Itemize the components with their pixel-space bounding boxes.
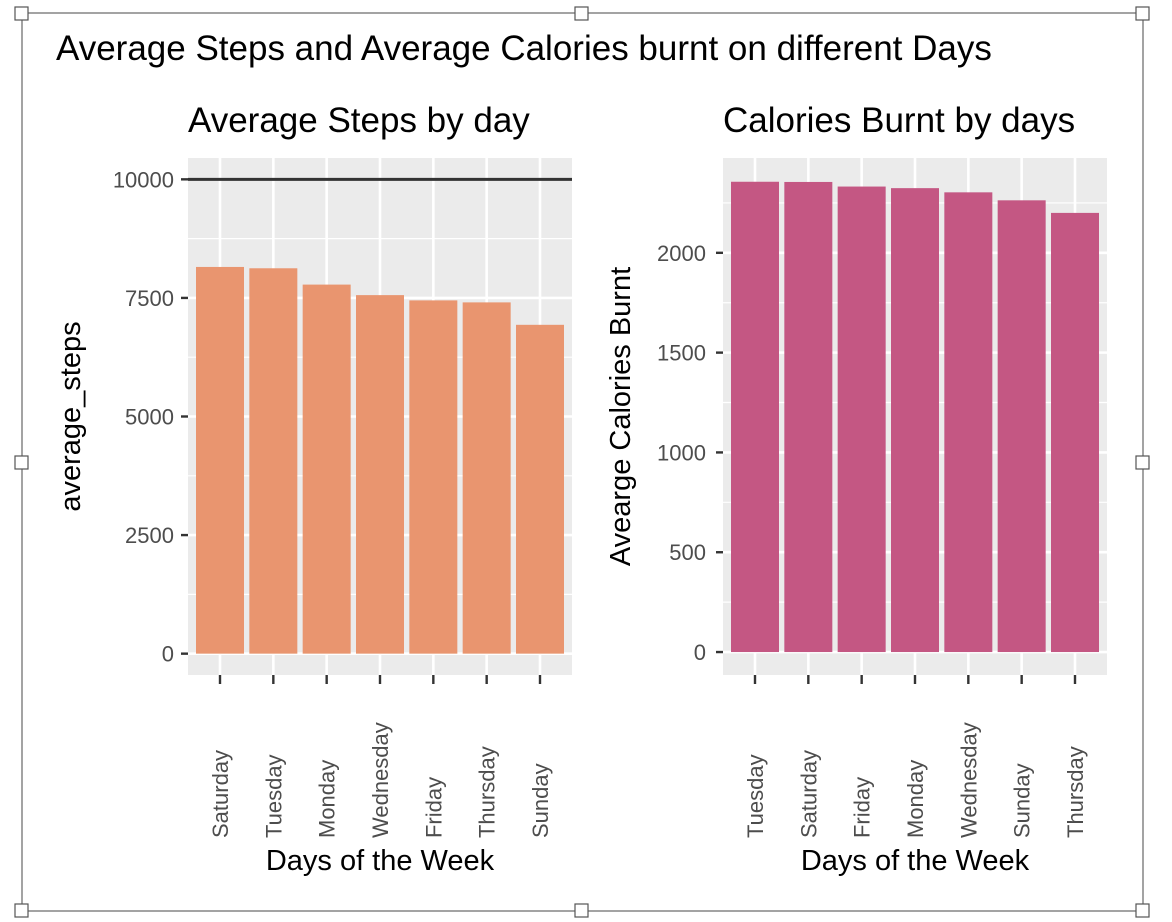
bar-sunday	[516, 324, 564, 654]
bar-wednesday	[356, 295, 404, 654]
x-tick-label-saturday: Saturday	[208, 750, 233, 838]
x-tick-label-tuesday: Tuesday	[261, 754, 286, 838]
bar-tuesday	[249, 268, 298, 654]
y-tick-label: 2000	[657, 241, 706, 266]
x-axis-title: Days of the Week	[801, 845, 1030, 877]
bar-tuesday	[731, 181, 779, 653]
bar-monday	[891, 188, 939, 653]
y-tick-label: 1000	[657, 440, 706, 465]
resize-handle-middle-right[interactable]	[1135, 455, 1150, 470]
x-tick-label-wednesday: Wednesday	[368, 722, 393, 838]
bar-friday	[837, 186, 886, 653]
x-tick-label-saturday: Saturday	[796, 750, 821, 838]
x-tick-label-monday: Monday	[315, 760, 340, 838]
y-tick-label: 0	[162, 642, 174, 667]
resize-handle-middle-left[interactable]	[14, 455, 29, 470]
resize-handle-top-right[interactable]	[1135, 6, 1150, 21]
y-axis-title: average_steps	[55, 321, 87, 511]
bar-thursday	[1051, 212, 1099, 653]
main-title: Average Steps and Average Calories burnt…	[56, 29, 992, 68]
x-tick-label-monday: Monday	[903, 760, 928, 838]
x-tick-label-friday: Friday	[421, 777, 446, 838]
chart-panel-1: 0 2500 5000 7500 10000 Saturday Tuesday Monday W…	[55, 101, 572, 877]
bar-sunday	[997, 200, 1046, 653]
panel-title: Calories Burnt by days	[723, 101, 1075, 140]
bar-saturday	[784, 181, 833, 653]
y-tick-label: 0	[694, 640, 706, 665]
x-tick-label-sunday: Sunday	[528, 763, 553, 838]
x-tick-label-tuesday: Tuesday	[743, 754, 768, 838]
resize-handle-top-left[interactable]	[14, 6, 29, 21]
resize-handle-top-center[interactable]	[574, 6, 589, 21]
bar-wednesday	[944, 192, 993, 653]
y-tick-label: 1500	[657, 341, 706, 366]
bar-thursday	[462, 302, 511, 654]
chart-panel-2: 0 500 1000 1500 2000 Tuesday Saturday Friday Mon…	[605, 101, 1107, 877]
resize-handle-bottom-center[interactable]	[574, 903, 589, 918]
x-tick-label-friday: Friday	[850, 777, 875, 838]
x-tick-label-thursday: Thursday	[1063, 746, 1088, 838]
bar-saturday	[196, 266, 244, 654]
y-tick-label: 2500	[125, 523, 174, 548]
y-tick-label: 7500	[125, 286, 174, 311]
x-tick-label-sunday: Sunday	[1010, 763, 1035, 838]
bar-friday	[409, 300, 458, 654]
panel-title: Average Steps by day	[188, 101, 530, 140]
resize-handle-bottom-left[interactable]	[14, 903, 29, 918]
y-tick-label: 5000	[125, 405, 174, 430]
resize-handle-bottom-right[interactable]	[1135, 903, 1150, 918]
x-tick-label-thursday: Thursday	[475, 746, 500, 838]
x-tick-label-wednesday: Wednesday	[956, 722, 981, 838]
bar-monday	[302, 284, 351, 654]
y-axis-title: Avearge Calories Burnt	[605, 267, 637, 566]
x-axis-title: Days of the Week	[266, 845, 495, 877]
y-tick-label: 10000	[113, 167, 174, 192]
y-tick-label: 500	[669, 540, 706, 565]
